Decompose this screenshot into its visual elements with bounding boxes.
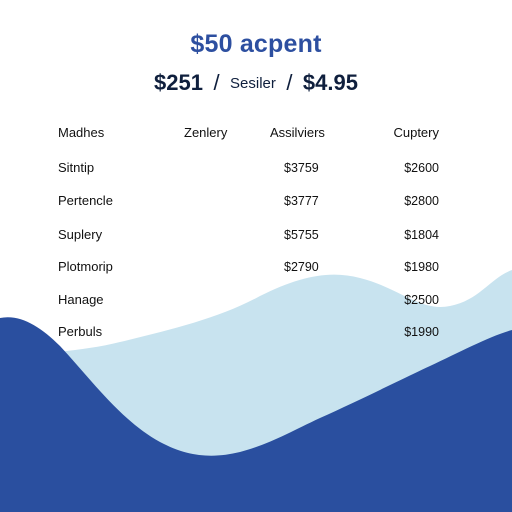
table-cell: $1804: [404, 228, 439, 242]
column-header: Madhes: [58, 125, 105, 140]
row-label: Suplery: [58, 227, 103, 242]
subtitle-left-price: $251: [154, 70, 203, 95]
row-label: Sitntip: [58, 160, 95, 175]
table-cell: $2600: [404, 161, 439, 175]
subtitle-separator: /: [213, 70, 220, 95]
subtitle: $251 / Sesiler / $4.95: [0, 70, 512, 96]
table-cell: $5755: [284, 228, 319, 242]
row-label: Pertencle: [58, 193, 113, 208]
column-header: Cuptery: [393, 125, 439, 140]
table-cell: $2790: [284, 260, 319, 274]
row-label: Hanage: [58, 292, 104, 307]
column-header: Assilviers: [270, 125, 325, 140]
table-cell: $3777: [284, 194, 319, 208]
subtitle-middle-label: Sesiler: [230, 75, 276, 92]
subtitle-separator: /: [286, 70, 293, 95]
subtitle-right-price: $4.95: [302, 70, 358, 95]
row-label: Plotmorip: [58, 259, 113, 274]
table-cell: $1990: [404, 325, 439, 339]
dark-wave-shape: [0, 317, 512, 512]
column-header: Zenlery: [184, 125, 228, 140]
table-cell: $3759: [284, 161, 319, 175]
table-cell: $2800: [404, 194, 439, 208]
table-cell: $1980: [404, 260, 439, 274]
table-cell: $2500: [404, 293, 439, 307]
page-title: $50 acpent: [190, 30, 322, 58]
row-label: Perbuls: [58, 324, 103, 339]
